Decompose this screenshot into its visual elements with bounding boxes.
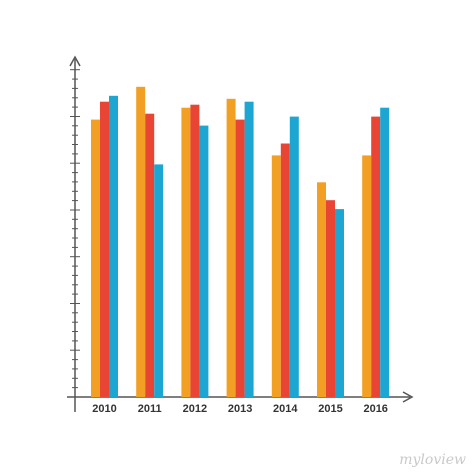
bar [317, 182, 326, 397]
x-axis-arrow [402, 391, 414, 403]
x-tick-label: 2014 [273, 403, 298, 415]
bar [226, 98, 236, 398]
bar [362, 155, 372, 397]
x-tick-labels: 2010 2011 2012 2013 2014 2015 2016 [92, 403, 388, 415]
x-tick-label: 2013 [228, 403, 252, 415]
bar [371, 116, 381, 397]
bar [289, 116, 299, 397]
bar [136, 86, 146, 398]
x-tick-label: 2012 [183, 403, 207, 415]
bar [271, 155, 281, 397]
bar [145, 113, 155, 397]
bar [326, 200, 335, 397]
watermark: myloview [399, 452, 466, 468]
bar [154, 164, 164, 397]
bar [244, 101, 254, 397]
bar [380, 107, 390, 397]
x-tick-label: 2011 [138, 403, 162, 415]
bar [190, 104, 200, 397]
bar [181, 107, 191, 397]
x-tick-label: 2010 [92, 403, 116, 415]
bar [335, 209, 344, 397]
x-tick-label: 2016 [363, 403, 387, 415]
x-tick-label: 2015 [318, 403, 342, 415]
bar [91, 119, 100, 397]
bar [199, 125, 209, 397]
bar [280, 143, 290, 397]
y-axis-arrow [69, 55, 81, 67]
bars [91, 86, 390, 398]
bar [109, 95, 118, 398]
bar [100, 101, 109, 397]
bar [235, 119, 245, 397]
